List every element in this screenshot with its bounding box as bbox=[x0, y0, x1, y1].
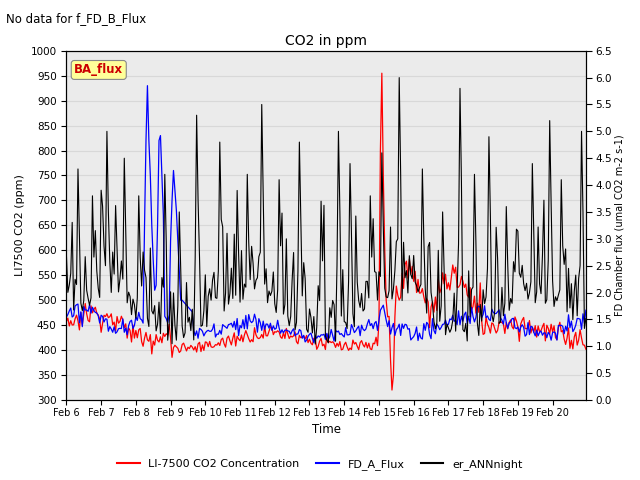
Title: CO2 in ppm: CO2 in ppm bbox=[285, 34, 367, 48]
X-axis label: Time: Time bbox=[312, 423, 340, 436]
Y-axis label: LI7500 CO2 (ppm): LI7500 CO2 (ppm) bbox=[15, 174, 25, 276]
Legend: LI-7500 CO2 Concentration, FD_A_Flux, er_ANNnight: LI-7500 CO2 Concentration, FD_A_Flux, er… bbox=[113, 455, 527, 474]
Text: BA_flux: BA_flux bbox=[74, 63, 124, 76]
Y-axis label: FD Chamber flux (umal CO2 m-2 s-1): FD Chamber flux (umal CO2 m-2 s-1) bbox=[615, 134, 625, 316]
Text: No data for f_FD_B_Flux: No data for f_FD_B_Flux bbox=[6, 12, 147, 25]
